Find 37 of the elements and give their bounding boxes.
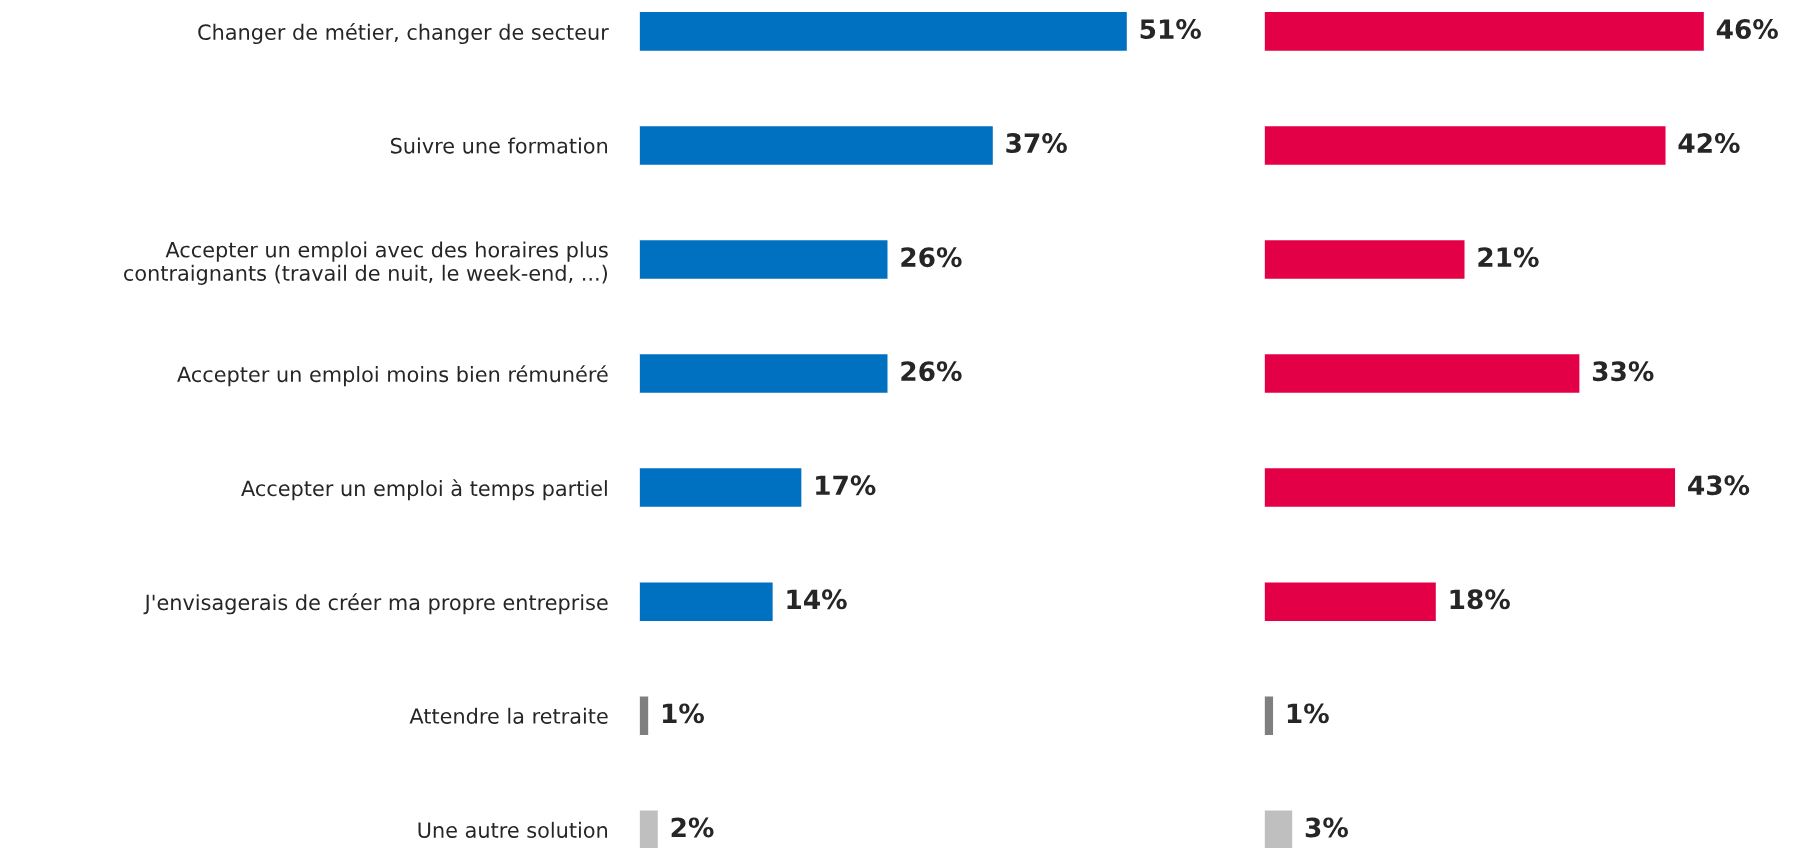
data-label: 18% [1450,589,1510,610]
bar [1264,352,1581,395]
data-label: 1% [1287,703,1329,724]
data-label: 17% [816,475,876,496]
y-tick-label: Changer de métier, changer de secteur [198,23,609,45]
data-label: 51% [1140,19,1201,40]
bar [639,10,1129,53]
bar [1264,580,1438,623]
bar [1264,10,1706,53]
data-label: 26% [901,361,962,382]
y-tick-label: Une autre solution [418,821,608,838]
bar [1264,466,1677,509]
bar [639,352,889,395]
data-label: 14% [787,589,847,610]
bar [639,466,803,509]
data-label: 43% [1688,475,1750,496]
bar [639,124,995,167]
data-label: 26% [901,247,962,268]
data-label: 42% [1678,133,1740,154]
y-tick-label: Accepter un emploi moins bien rémunéré [177,365,608,387]
bar [1264,238,1466,281]
data-label: 2% [671,817,714,838]
data-label: 1% [662,703,704,724]
data-label: 33% [1592,361,1654,382]
y-tick-label: J'envisagerais de créer ma propre entreprise [143,593,608,615]
bar [639,695,650,737]
bar [639,238,889,281]
bar [1264,124,1667,167]
data-label: 3% [1305,817,1348,838]
bar [639,580,775,623]
y-tick-label: Accepter un emploi avec des horaires plus contraignants (travail de nuit, le week-end, ...) [124,241,608,285]
data-label: 46% [1716,19,1778,40]
y-tick-label: Accepter un emploi à temps partiel [241,479,607,501]
data-label: 21% [1478,247,1539,268]
y-tick-label: Attendre la retraite [409,707,608,724]
data-label: 37% [1006,133,1067,154]
y-tick-label: Suivre une formation [390,137,607,154]
